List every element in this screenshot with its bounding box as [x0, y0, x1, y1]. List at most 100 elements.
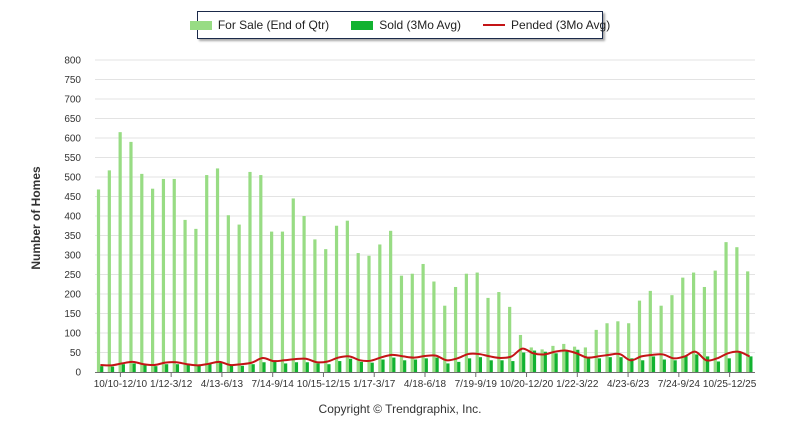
bar-sold: [403, 360, 407, 372]
legend-item-pended[interactable]: Pended (3Mo Avg): [483, 18, 610, 32]
bar-for-sale: [118, 132, 122, 372]
y-tick-label: 500: [64, 173, 81, 184]
bar-for-sale: [378, 244, 382, 372]
y-tick-label: 300: [64, 251, 81, 262]
bar-for-sale: [464, 273, 468, 372]
bar-sold: [522, 352, 526, 372]
bar-sold: [630, 358, 634, 372]
bar-sold: [381, 359, 385, 372]
bar-for-sale: [691, 272, 696, 372]
bar-sold: [597, 358, 602, 372]
bar-sold: [305, 362, 309, 372]
y-tick-label: 700: [64, 95, 81, 106]
bar-sold: [554, 353, 558, 372]
bar-sold: [457, 361, 461, 372]
y-tick-label: 100: [64, 329, 81, 340]
x-tick-label: 4/18-6/18: [404, 379, 447, 390]
bar-sold: [154, 366, 158, 372]
bar-for-sale: [453, 286, 458, 372]
bar-for-sale: [291, 198, 295, 372]
y-tick-label: 450: [64, 192, 81, 203]
bar-for-sale: [313, 239, 317, 372]
bar-sold: [251, 364, 255, 372]
bar-for-sale: [540, 349, 544, 372]
bar-sold: [294, 362, 299, 372]
y-axis-title: Number of Homes: [29, 166, 43, 270]
bar-sold: [316, 363, 320, 372]
bar-for-sale: [96, 189, 101, 372]
bar-for-sale: [475, 272, 479, 372]
bar-for-sale: [518, 334, 523, 372]
bar-for-sale: [724, 242, 728, 372]
bar-sold: [413, 359, 418, 372]
bar-sold: [240, 365, 244, 372]
bar-sold: [662, 359, 666, 372]
bar-for-sale: [183, 219, 187, 372]
x-tick-label: 1/17-3/17: [353, 379, 396, 390]
bar-for-sale: [194, 228, 198, 372]
bar-sold: [586, 358, 591, 372]
y-tick-label: 150: [64, 309, 81, 320]
bar-for-sale: [616, 321, 620, 372]
x-tick-label: 10/20-12/20: [500, 379, 554, 390]
bar-for-sale: [280, 231, 285, 372]
bar-for-sale: [702, 286, 707, 372]
bar-for-sale: [486, 297, 490, 372]
line-pended: [100, 347, 751, 367]
bar-sold: [467, 358, 472, 372]
x-tick-label: 4/23-6/23: [607, 379, 650, 390]
bar-sold: [284, 363, 288, 372]
bar-for-sale: [410, 273, 414, 372]
bar-sold: [500, 360, 504, 372]
bar-sold: [121, 364, 125, 372]
bar-for-sale: [605, 323, 609, 372]
y-tick-label: 250: [64, 270, 81, 281]
y-tick-label: 600: [64, 134, 81, 145]
legend-swatch-sold: [351, 20, 374, 30]
bar-for-sale: [248, 171, 252, 372]
bar-for-sale: [215, 168, 220, 372]
bar-sold: [576, 349, 580, 372]
bar-sold: [749, 356, 753, 372]
bar-for-sale: [562, 343, 566, 372]
bar-for-sale: [172, 178, 176, 372]
bar-for-sale: [389, 230, 393, 372]
bar-sold: [619, 357, 623, 372]
x-tick-label: 10/10-12/10: [94, 379, 148, 390]
legend-label-for-sale: For Sale (End of Qtr): [217, 18, 330, 32]
bar-for-sale: [432, 281, 436, 372]
bar-sold: [338, 361, 342, 372]
x-tick-label: 7/19-9/19: [455, 379, 498, 390]
bar-for-sale: [205, 175, 209, 372]
bar-sold: [110, 366, 115, 372]
bar-for-sale: [107, 170, 111, 372]
y-tick-label: 0: [75, 368, 81, 379]
x-tick-label: 4/13-6/13: [201, 379, 244, 390]
chart-legend: For Sale (End of Qtr) Sold (3Mo Avg) Pen…: [189, 11, 610, 39]
bar-for-sale: [226, 215, 230, 372]
copyright-footer: Copyright © Trendgraphix, Inc.: [318, 402, 482, 416]
bar-for-sale: [627, 323, 631, 372]
bar-for-sale: [594, 329, 598, 372]
bar-sold: [478, 357, 482, 372]
bar-sold: [716, 361, 721, 372]
x-tick-label: 7/14-9/14: [252, 379, 295, 390]
bar-for-sale: [129, 141, 133, 372]
bar-for-sale: [670, 295, 674, 372]
y-tick-label: 200: [64, 290, 81, 301]
bar-for-sale: [713, 270, 717, 372]
bar-sold: [684, 355, 688, 372]
y-tick-label: 50: [70, 348, 82, 359]
bar-for-sale: [151, 188, 155, 372]
legend-swatch-pended: [483, 24, 506, 26]
bar-for-sale: [681, 277, 685, 372]
bar-sold: [208, 363, 212, 372]
legend-item-for-sale[interactable]: For Sale (End of Qtr): [189, 18, 330, 32]
bar-for-sale: [161, 178, 166, 372]
legend-item-sold[interactable]: Sold (3Mo Avg): [351, 18, 461, 32]
bar-sold: [175, 364, 180, 372]
bar-sold: [695, 354, 699, 372]
bar-sold: [511, 361, 515, 372]
bar-for-sale: [637, 300, 642, 372]
